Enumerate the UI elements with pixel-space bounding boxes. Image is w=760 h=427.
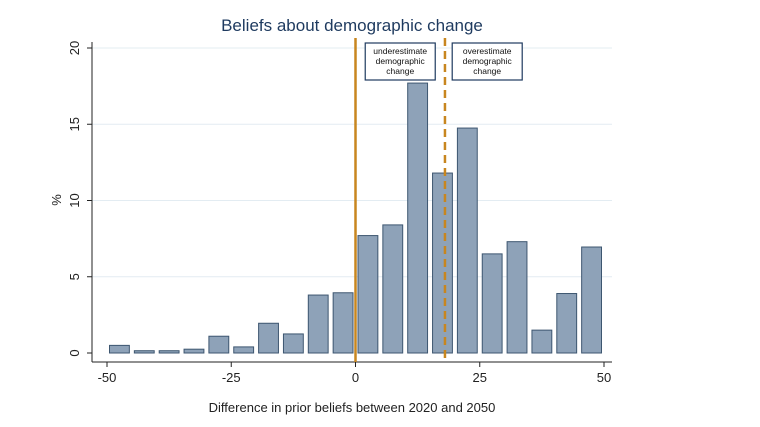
histogram-bar bbox=[407, 82, 429, 354]
histogram-bar bbox=[133, 350, 155, 354]
histogram-bar bbox=[357, 235, 379, 354]
x-tick-label: 25 bbox=[473, 370, 487, 385]
histogram-bar bbox=[109, 344, 130, 354]
histogram-bar bbox=[531, 329, 553, 354]
histogram-bar bbox=[158, 350, 180, 354]
annotation-text: change bbox=[386, 66, 414, 76]
histogram-bar bbox=[382, 224, 404, 354]
x-axis-title: Difference in prior beliefs between 2020… bbox=[209, 400, 496, 415]
axes: 0 5 10 15 20 -50 -25 0 25 50 bbox=[67, 41, 612, 385]
y-tick-label: 5 bbox=[67, 273, 82, 280]
histogram-bar bbox=[282, 333, 304, 354]
x-tick-label: -25 bbox=[222, 370, 241, 385]
annotation-frame bbox=[364, 42, 436, 81]
histogram-bar bbox=[208, 335, 230, 354]
gridlines bbox=[92, 47, 612, 278]
y-tick-label: 20 bbox=[67, 41, 82, 55]
histogram-bar bbox=[556, 293, 578, 354]
y-axis-title: % bbox=[49, 194, 64, 206]
histogram-bar bbox=[183, 348, 205, 354]
x-tick-label: 50 bbox=[597, 370, 611, 385]
histogram-bar bbox=[481, 253, 503, 354]
annotation-text: overestimate bbox=[463, 46, 512, 56]
annotation-frame bbox=[451, 42, 523, 81]
annotation-text: change bbox=[473, 66, 501, 76]
histogram-bar bbox=[307, 294, 329, 354]
histogram-bar bbox=[233, 346, 255, 354]
histogram-bar bbox=[581, 246, 603, 354]
x-tick-label: 0 bbox=[352, 370, 359, 385]
chart-title: Beliefs about demographic change bbox=[221, 16, 483, 35]
histogram-bar bbox=[258, 322, 279, 354]
annotation-text: demographic bbox=[463, 56, 513, 66]
bars bbox=[109, 82, 603, 354]
histogram-bar bbox=[506, 241, 528, 354]
x-tick-label: -50 bbox=[98, 370, 117, 385]
annotations: underestimatedemographicchangeoverestima… bbox=[364, 42, 523, 81]
histogram-bar bbox=[332, 292, 354, 354]
annotation-text: underestimate bbox=[373, 46, 427, 56]
y-tick-label: 0 bbox=[67, 349, 82, 356]
reference-lines bbox=[354, 38, 447, 362]
histogram-bar bbox=[432, 172, 453, 354]
annotation-text: demographic bbox=[376, 56, 426, 66]
histogram-bar bbox=[456, 127, 478, 354]
y-tick-label: 10 bbox=[67, 193, 82, 207]
y-tick-label: 15 bbox=[67, 117, 82, 131]
